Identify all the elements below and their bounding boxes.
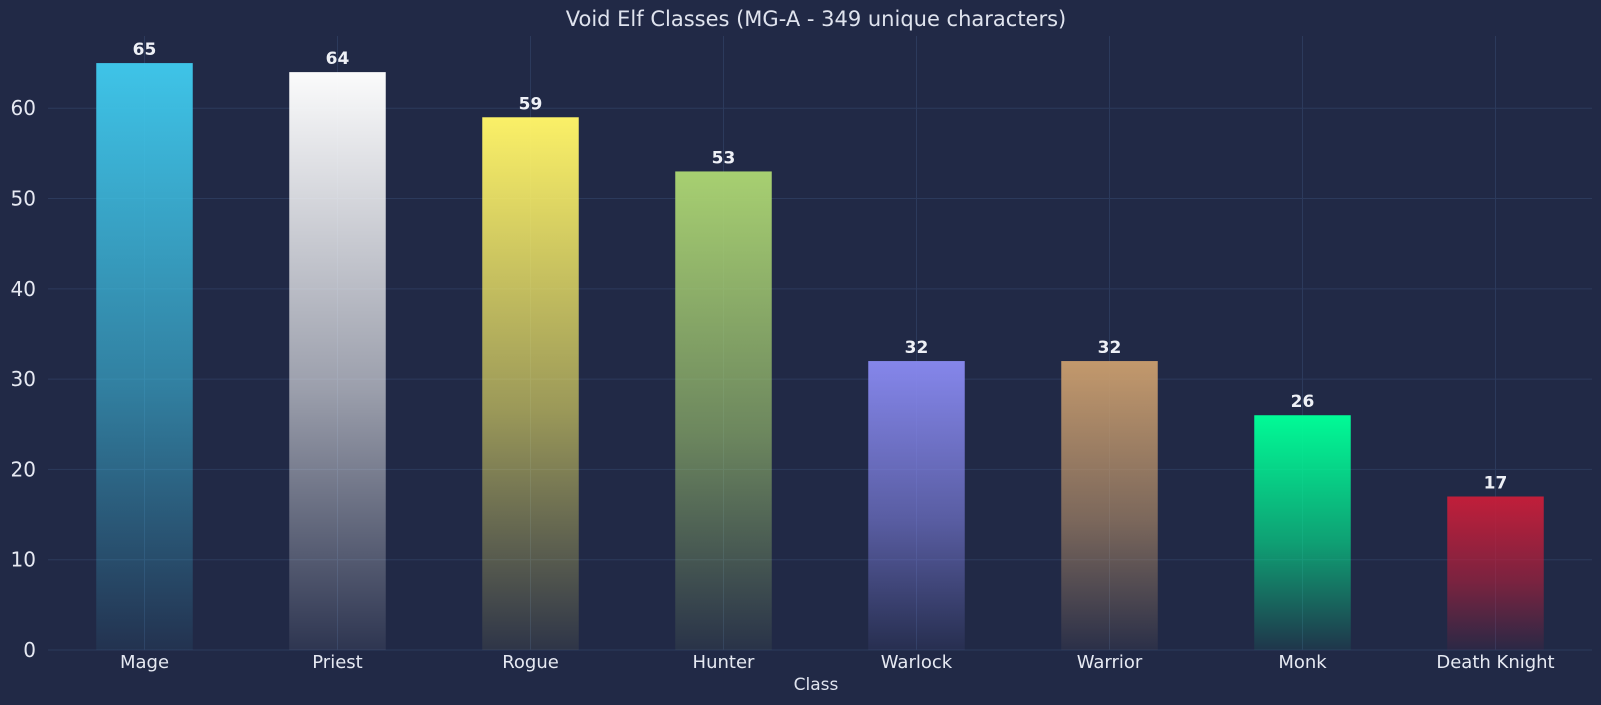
bar-death-knight — [1447, 496, 1544, 650]
x-tick-label: Hunter — [693, 652, 755, 673]
bar-rogue — [482, 117, 579, 650]
data-label: 26 — [1291, 392, 1315, 412]
data-label: 65 — [133, 40, 157, 60]
bar-warlock — [868, 361, 965, 650]
y-tick-label: 30 — [11, 367, 36, 391]
x-tick-label: Warrior — [1077, 652, 1143, 673]
data-label: 53 — [712, 148, 736, 168]
x-tick-label: Mage — [120, 652, 169, 673]
x-axis-ticks: Mage Priest Rogue Hunter Warlock Warrior Monk D… — [120, 652, 1555, 673]
y-tick-label: 10 — [11, 548, 36, 572]
bar-mage — [96, 63, 193, 650]
y-tick-label: 20 — [11, 457, 36, 481]
data-label: 59 — [519, 94, 543, 114]
x-axis-label: Class — [794, 675, 839, 695]
y-tick-label: 60 — [11, 96, 36, 120]
bar-hunter — [675, 171, 772, 651]
x-tick-label: Death Knight — [1436, 652, 1554, 673]
data-label: 17 — [1484, 474, 1508, 494]
y-tick-label: 50 — [11, 187, 36, 211]
x-tick-label: Warlock — [881, 652, 953, 673]
y-axis-ticks: 0 10 20 30 40 50 60 — [11, 96, 36, 662]
y-tick-label: 0 — [23, 638, 36, 662]
data-label: 64 — [326, 49, 350, 69]
grid — [48, 36, 1592, 651]
bars — [96, 63, 1544, 651]
bar-monk — [1254, 415, 1351, 650]
y-tick-label: 40 — [11, 277, 36, 301]
data-label: 32 — [1098, 338, 1122, 358]
chart-title: Void Elf Classes (MG-A - 349 unique char… — [566, 7, 1067, 31]
data-labels: 65 64 59 53 32 32 26 17 — [133, 40, 1508, 493]
x-tick-label: Monk — [1278, 652, 1327, 673]
x-tick-label: Priest — [312, 652, 362, 673]
bar-warrior — [1061, 361, 1158, 650]
data-label: 32 — [905, 338, 929, 358]
bar-priest — [289, 72, 386, 650]
x-tick-label: Rogue — [502, 652, 559, 673]
